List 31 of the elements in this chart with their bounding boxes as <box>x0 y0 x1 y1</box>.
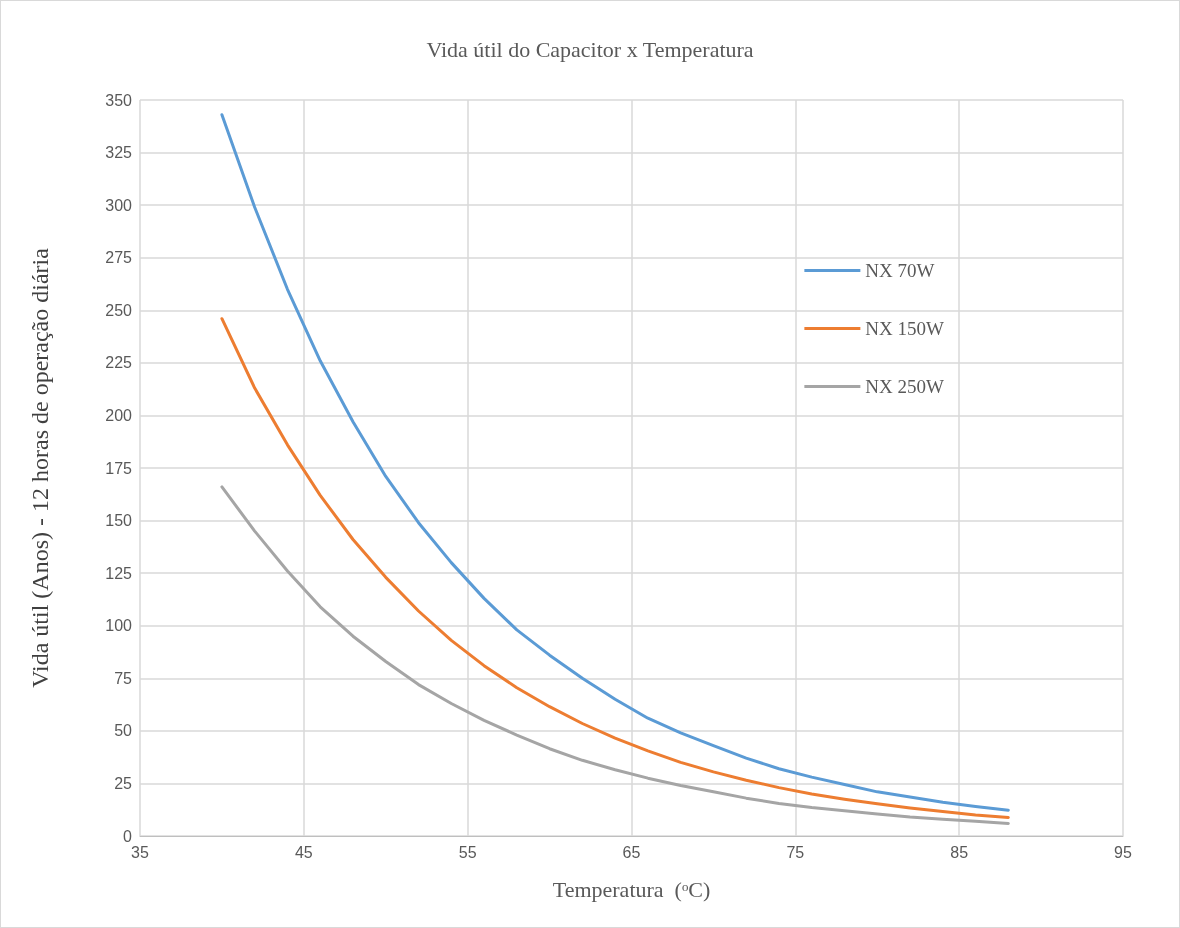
x-tick-label: 85 <box>950 843 969 861</box>
x-axis-title: Temperatura (ᵒC) <box>552 876 711 902</box>
y-tick-label: 225 <box>105 354 133 372</box>
x-tick-label: 65 <box>622 843 641 861</box>
x-tick-label: 95 <box>1114 843 1132 861</box>
chart-title: Vida útil do Capacitor x Temperatura <box>426 36 754 62</box>
x-tick-label: 75 <box>786 843 805 861</box>
x-tick-label: 35 <box>131 843 149 861</box>
y-tick-label: 0 <box>123 827 133 845</box>
y-tick-label: 175 <box>105 459 133 477</box>
y-tick-label: 300 <box>105 196 133 214</box>
x-tick-label: 45 <box>294 843 313 861</box>
y-tick-label: 50 <box>114 722 133 740</box>
x-tick-label: 55 <box>458 843 477 861</box>
legend-label: NX 70W <box>865 260 935 281</box>
line-series <box>220 317 1010 819</box>
y-tick-label: 325 <box>105 144 133 162</box>
y-tick-label: 100 <box>105 617 133 635</box>
legend-label: NX 150W <box>865 318 945 339</box>
y-axis-title: Vida útil (Anos) - 12 horas de operação diária <box>27 247 53 688</box>
y-tick-label: 250 <box>105 301 133 319</box>
line-series <box>220 485 1010 825</box>
y-tick-label: 25 <box>114 774 133 792</box>
y-tick-label: 350 <box>105 91 133 109</box>
y-tick-label: 125 <box>105 564 133 582</box>
y-tick-label: 150 <box>105 512 133 530</box>
line-series <box>220 113 1010 812</box>
y-tick-label: 200 <box>105 406 133 424</box>
y-tick-label: 75 <box>114 669 133 687</box>
legend-label: NX 250W <box>865 376 945 397</box>
y-tick-label: 275 <box>105 249 133 267</box>
